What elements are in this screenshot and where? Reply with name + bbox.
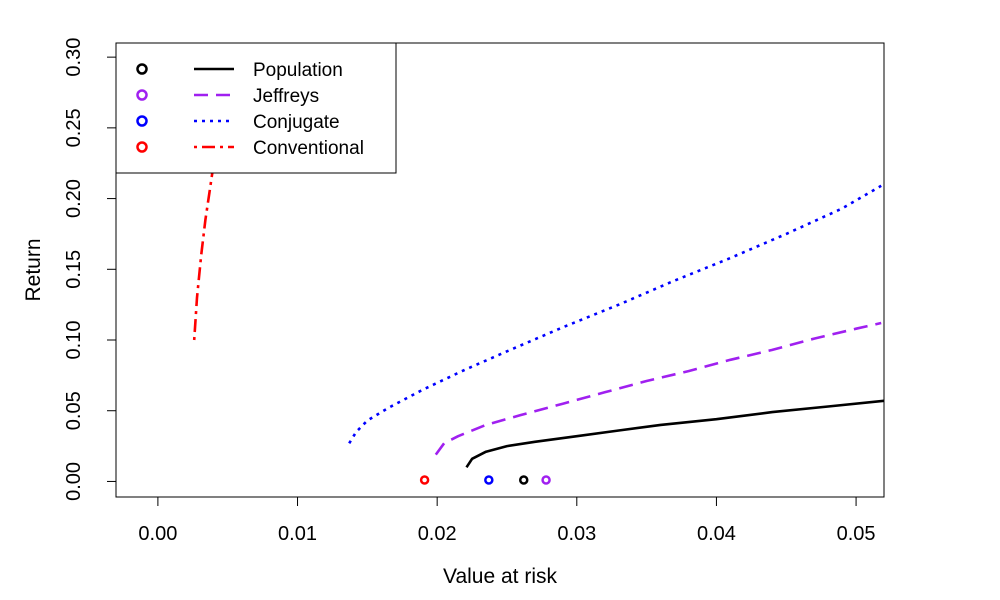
y-tick-label: 0.15 [63, 250, 85, 289]
y-tick-label: 0.30 [63, 38, 85, 77]
x-axis-title: Value at risk [443, 565, 557, 588]
series-line-population [465, 399, 884, 469]
legend-label-conventional: Conventional [253, 138, 364, 159]
legend-label-population: Population [253, 60, 343, 81]
x-tick-label: 0.02 [418, 523, 457, 545]
legend: Population Jeffreys Conjugate Conventional [115, 42, 397, 174]
legend-box [115, 42, 397, 174]
x-tick-label: 0.03 [557, 523, 596, 545]
x-tick-label: 0.05 [837, 523, 876, 545]
point-jeffreys [541, 475, 551, 485]
point-conventional [419, 475, 430, 485]
y-tick-label: 0.10 [63, 321, 85, 360]
point-population [518, 475, 529, 485]
series-line-conjugate [348, 184, 882, 444]
series-line-jeffreys [434, 321, 882, 456]
y-tick-label: 0.00 [63, 462, 85, 501]
x-tick-label: 0.01 [278, 523, 317, 545]
legend-marker-conventional [136, 141, 148, 153]
y-tick-label: 0.25 [63, 108, 85, 147]
y-tick-label: 0.05 [63, 391, 85, 430]
y-axis-title: Return [22, 238, 45, 301]
x-tick-label: 0.00 [138, 523, 177, 545]
y-tick-label: 0.20 [63, 179, 85, 218]
series-line-conventional [192, 163, 215, 341]
legend-marker-jeffreys [136, 89, 148, 101]
legend-marker-conjugate [136, 115, 148, 127]
x-tick-label: 0.04 [697, 523, 736, 545]
point-conjugate [484, 475, 494, 485]
legend-label-conjugate: Conjugate [253, 112, 340, 133]
legend-label-jeffreys: Jeffreys [253, 86, 319, 107]
legend-marker-population [136, 63, 148, 75]
